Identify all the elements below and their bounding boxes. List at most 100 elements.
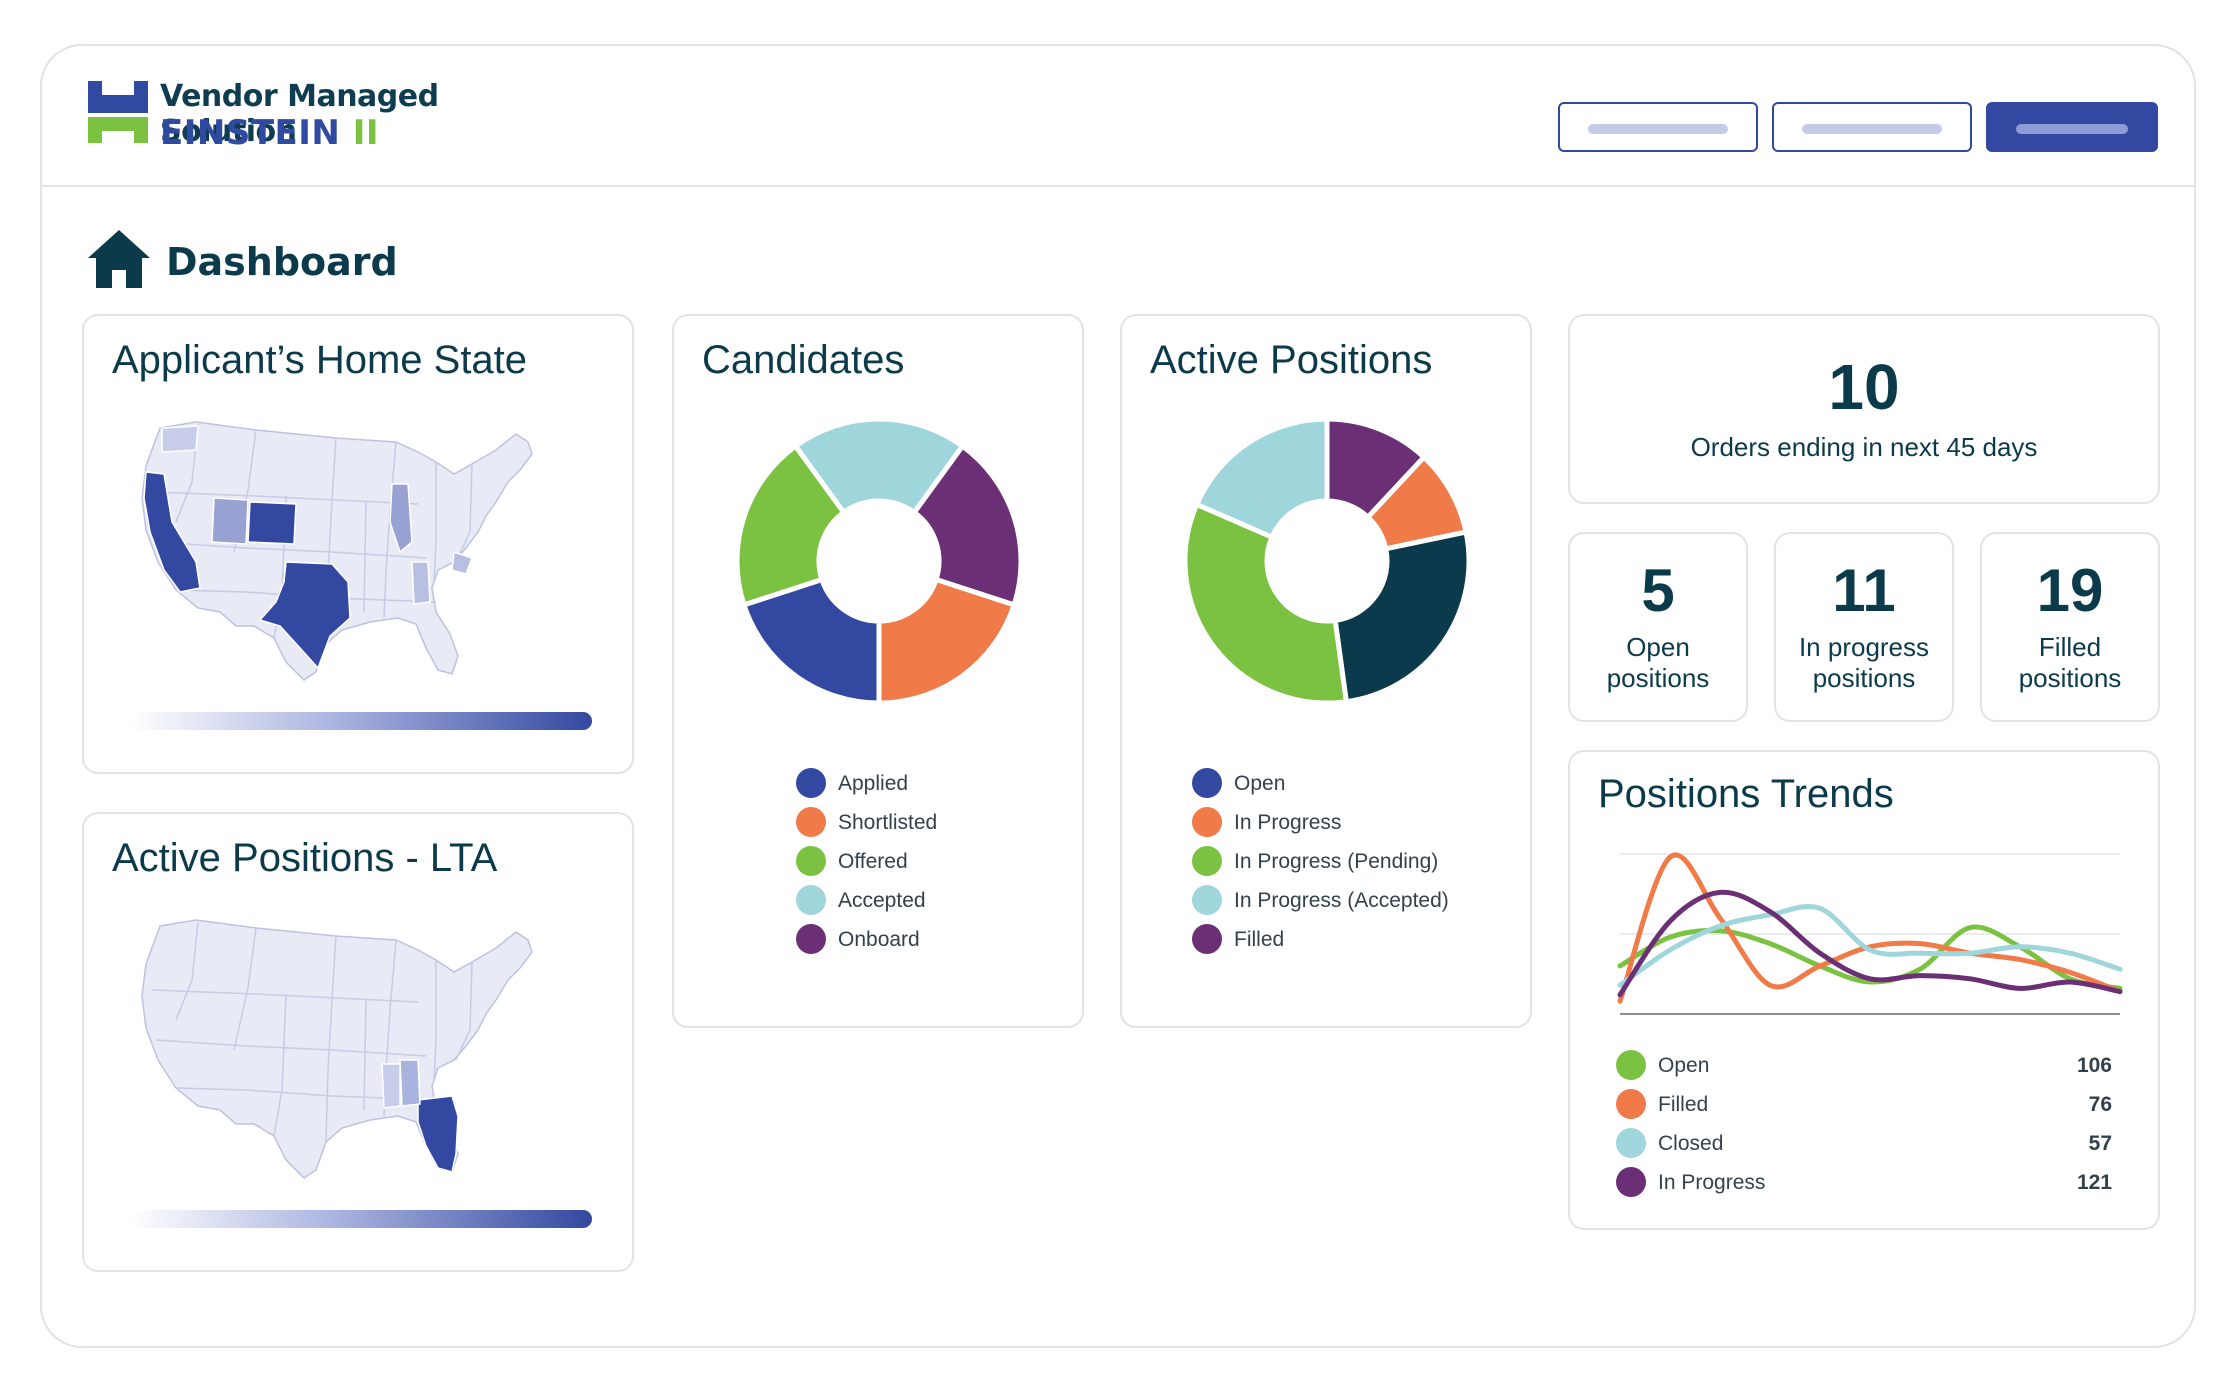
donut-slice-in-progress-accepted[interactable] [1193, 416, 1330, 541]
legend-swatch [796, 768, 826, 798]
card-open-positions[interactable]: 5 Open positions [1568, 532, 1748, 722]
header-button-primary[interactable] [1986, 102, 2158, 152]
state-illinois[interactable] [389, 483, 413, 554]
brand-logo[interactable]: Vendor Managed Solution EINSTEIN II [86, 79, 546, 153]
state-florida[interactable] [417, 1095, 459, 1173]
legend-item-onboard[interactable]: Onboard [796, 922, 1056, 956]
legend-label: Filled [1234, 928, 1285, 951]
header-button-2[interactable] [1772, 102, 1972, 152]
legend-value: 57 [2088, 1132, 2112, 1155]
legend-item-offered[interactable]: Offered [796, 844, 1056, 878]
state-texas[interactable] [258, 561, 351, 670]
legend-item-filled[interactable]: Filled [1192, 922, 1512, 956]
donut-slice-onboard[interactable] [910, 442, 1024, 609]
state-mississippi[interactable] [381, 1063, 401, 1109]
state-border [155, 541, 427, 559]
page-heading: Dashboard [86, 228, 486, 290]
legend-label: Shortlisted [838, 811, 938, 834]
donut-slice-accepted[interactable] [792, 416, 966, 516]
active-positions-donut-chart[interactable] [1182, 416, 1472, 706]
legend-swatch [1616, 1128, 1646, 1158]
donut-slice-applied[interactable] [740, 576, 882, 706]
legend-swatch [1616, 1050, 1646, 1080]
us-map-lta[interactable] [136, 910, 576, 1200]
brand-name: Vendor Managed Solution [160, 79, 439, 149]
card-home-state: Applicant’s Home State [82, 314, 634, 774]
legend-value: 121 [2076, 1171, 2112, 1194]
legend-item-open[interactable]: Open [1192, 766, 1512, 800]
state-border [175, 921, 199, 1021]
open-positions-value: 5 [1641, 557, 1675, 624]
legend-swatch [796, 924, 826, 954]
legend-value: 106 [2076, 1054, 2112, 1077]
legend-label: In Progress [1234, 811, 1342, 834]
legend-swatch [796, 885, 826, 915]
state-washington[interactable] [161, 425, 199, 453]
active-positions-legend: Open In Progress In Progress (Pending) In P… [1192, 766, 1512, 954]
candidates-donut-chart[interactable] [734, 416, 1024, 706]
legend-label: Open [1234, 772, 1286, 795]
state-south-carolina[interactable] [451, 550, 473, 575]
state-border [363, 501, 367, 613]
legend-item-accepted[interactable]: Accepted [796, 883, 1056, 917]
positions-trends-line-chart[interactable] [1610, 844, 2130, 1024]
legend-swatch [1192, 768, 1222, 798]
donut-slice-offered[interactable] [734, 442, 848, 609]
trend-line-in-progress[interactable] [1617, 889, 2123, 998]
candidates-legend: Applied Shortlisted Offered Accepted Onboard [796, 766, 1056, 954]
home-icon [88, 230, 150, 288]
in-progress-positions-label: In progress positions [1798, 632, 1930, 694]
legend-swatch [1192, 846, 1222, 876]
filled-positions-label: Filled positions [2018, 632, 2122, 694]
legend-label: Accepted [838, 889, 926, 912]
filled-positions-value: 19 [2036, 557, 2104, 624]
state-colorado[interactable] [247, 501, 297, 545]
map-scale-bar [130, 1210, 592, 1228]
legend-swatch [1616, 1089, 1646, 1119]
legend-item-in-progress[interactable]: In Progress 121 [1616, 1165, 2112, 1199]
legend-item-in-progress[interactable]: In Progress [1192, 805, 1512, 839]
header-button-1[interactable] [1558, 102, 1758, 152]
card-title: Active Positions [1150, 338, 1433, 382]
map-scale-bar [130, 712, 592, 730]
in-progress-positions-value: 11 [1832, 557, 1896, 624]
card-in-progress-positions[interactable]: 11 In progress positions [1774, 532, 1954, 722]
legend-item-open[interactable]: Open 106 [1616, 1048, 2112, 1082]
legend-item-in-progress-accepted[interactable]: In Progress (Accepted) [1192, 883, 1512, 917]
legend-label: Offered [838, 850, 908, 873]
open-positions-label: Open positions [1606, 632, 1710, 694]
card-title: Active Positions - LTA [112, 836, 498, 880]
trend-line-filled[interactable] [1617, 852, 2123, 1004]
state-border [233, 927, 257, 1051]
legend-label: In Progress (Pending) [1234, 850, 1439, 873]
card-title: Candidates [702, 338, 905, 382]
state-border [151, 491, 419, 505]
button-placeholder-bar [1588, 124, 1728, 134]
state-border [433, 462, 437, 583]
state-alabama[interactable] [411, 561, 431, 605]
legend-swatch [1192, 807, 1222, 837]
state-border [273, 993, 287, 1137]
donut-slice-in-progress-pending[interactable] [1182, 501, 1350, 706]
donut-slice-shortlisted[interactable] [876, 576, 1018, 706]
card-orders-ending[interactable]: 10 Orders ending in next 45 days [1568, 314, 2160, 504]
state-utah[interactable] [211, 497, 249, 545]
state-border [455, 463, 473, 563]
legend-label: Onboard [838, 928, 920, 951]
legend-item-in-progress-pending[interactable]: In Progress (Pending) [1192, 844, 1512, 878]
map-outline [141, 421, 533, 681]
card-filled-positions[interactable]: 19 Filled positions [1980, 532, 2160, 722]
legend-item-filled[interactable]: Filled 76 [1616, 1087, 2112, 1121]
us-map-home-state[interactable] [136, 412, 576, 702]
donut-slice-other[interactable] [1332, 529, 1472, 705]
card-candidates: Candidates Applied Shortlisted Offered Acce… [672, 314, 1084, 1028]
state-california[interactable] [143, 471, 201, 593]
legend-item-shortlisted[interactable]: Shortlisted [796, 805, 1056, 839]
state-border [433, 960, 437, 1081]
state-border [155, 1039, 427, 1057]
legend-item-closed[interactable]: Closed 57 [1616, 1126, 2112, 1160]
trend-line-closed[interactable] [1617, 904, 2123, 988]
legend-item-applied[interactable]: Applied [796, 766, 1056, 800]
button-placeholder-bar [1802, 124, 1942, 134]
state-alabama[interactable] [399, 1059, 421, 1107]
